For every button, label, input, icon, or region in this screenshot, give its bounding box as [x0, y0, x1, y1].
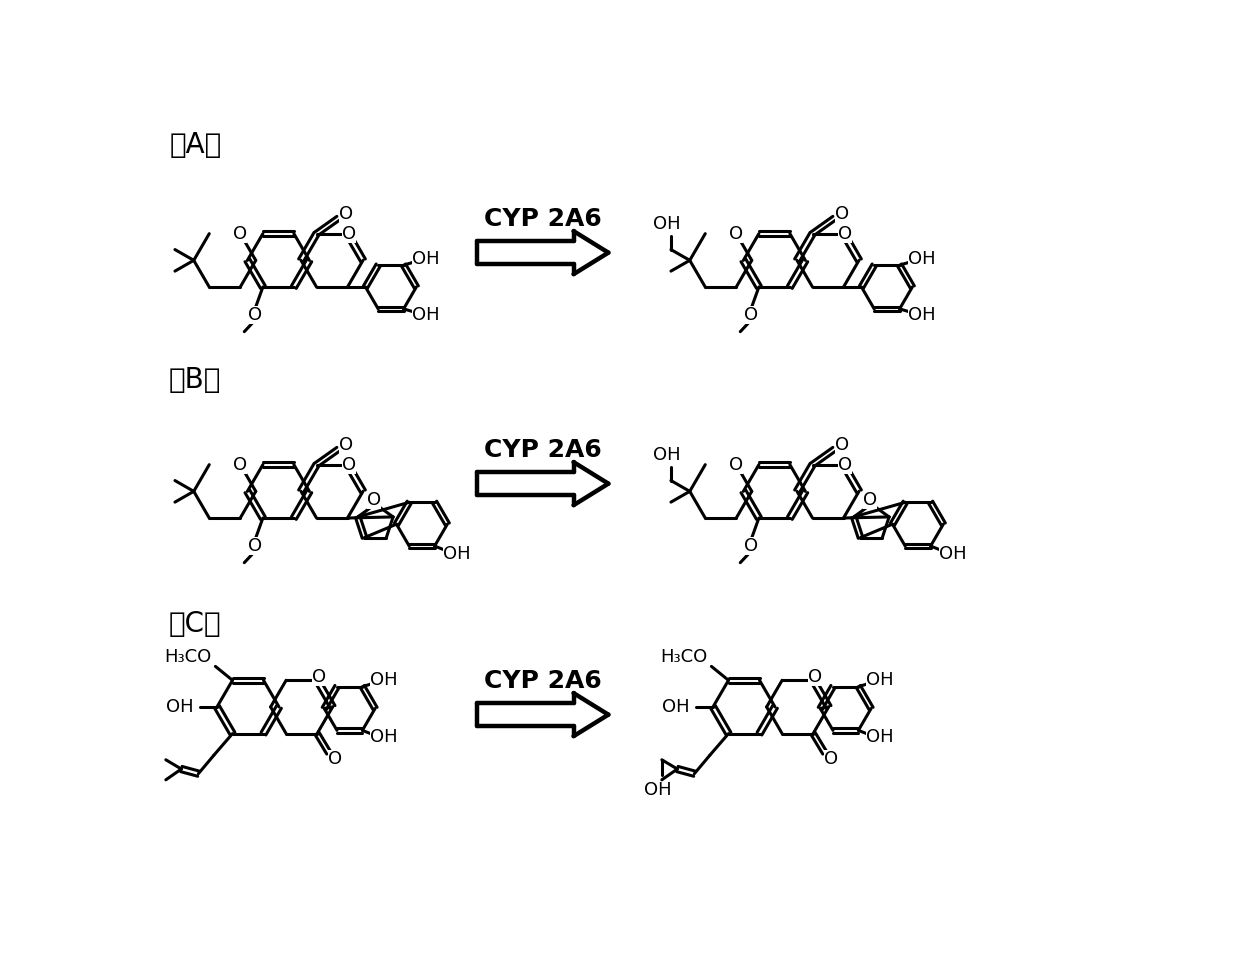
Text: O: O — [327, 750, 342, 768]
Text: OH: OH — [166, 698, 193, 716]
Text: OH: OH — [662, 698, 689, 716]
Text: O: O — [838, 224, 852, 243]
Text: OH: OH — [867, 671, 894, 689]
Text: OH: OH — [908, 306, 935, 324]
Text: O: O — [808, 669, 822, 686]
Text: O: O — [339, 436, 353, 455]
Text: OH: OH — [939, 545, 966, 563]
Text: O: O — [835, 205, 849, 224]
Text: OH: OH — [653, 215, 681, 232]
Text: OH: OH — [412, 250, 439, 268]
Text: O: O — [729, 224, 743, 243]
Text: CYP 2A6: CYP 2A6 — [484, 207, 601, 230]
Text: O: O — [835, 436, 849, 455]
Text: H₃CO: H₃CO — [165, 648, 212, 667]
Text: OH: OH — [867, 727, 894, 746]
Text: O: O — [342, 456, 356, 473]
Text: O: O — [863, 491, 877, 509]
Text: OH: OH — [644, 782, 672, 799]
Text: CYP 2A6: CYP 2A6 — [484, 669, 601, 693]
Text: O: O — [838, 456, 852, 473]
Text: H₃CO: H₃CO — [661, 648, 708, 667]
Text: O: O — [744, 537, 758, 554]
Text: O: O — [367, 491, 381, 509]
Text: O: O — [233, 456, 247, 473]
Text: OH: OH — [371, 727, 398, 746]
Text: OH: OH — [908, 250, 935, 268]
Text: O: O — [248, 537, 262, 554]
Text: OH: OH — [412, 306, 439, 324]
Text: OH: OH — [371, 671, 398, 689]
Text: OH: OH — [653, 446, 681, 464]
Text: O: O — [339, 205, 353, 224]
Text: O: O — [248, 305, 262, 324]
Text: OH: OH — [443, 545, 470, 563]
Text: （A）: （A） — [169, 131, 222, 159]
Text: O: O — [233, 224, 247, 243]
Text: O: O — [312, 669, 326, 686]
Text: O: O — [342, 224, 356, 243]
Text: （B）: （B） — [169, 366, 222, 393]
Text: O: O — [744, 305, 758, 324]
Text: O: O — [823, 750, 838, 768]
Text: CYP 2A6: CYP 2A6 — [484, 438, 601, 462]
Text: （C）: （C） — [169, 610, 222, 637]
Text: O: O — [729, 456, 743, 473]
